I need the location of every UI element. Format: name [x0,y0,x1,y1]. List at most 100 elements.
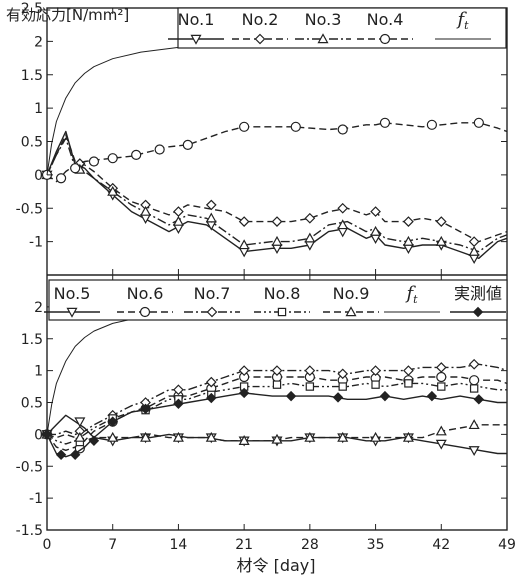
data-point [107,431,119,442]
y-tick-label: -1 [29,491,43,507]
data-point [468,358,480,370]
legend-sample-marker [317,33,329,44]
data-point [370,365,381,376]
y-tick-label: 1 [34,101,43,117]
data-point [403,216,414,227]
data-point [304,431,316,442]
data-point [88,156,100,167]
y-tick-label: 0 [34,427,43,443]
y-tick-label: -0.5 [16,459,43,475]
legend-top: No.1 No.2 No.3 No.4 ft [168,7,507,49]
data-point [238,239,250,250]
legend-bottom: No.5 No.6 No.7 No.8 No.9 ft 実測値 [44,279,508,321]
data-point [205,431,217,442]
data-point [468,236,480,247]
y-tick-label: 2 [34,300,43,316]
data-point [70,163,81,174]
data-point [370,431,382,442]
legend-sample-marker [254,33,266,45]
data-point [205,212,217,223]
data-point [173,384,184,396]
data-point [337,219,349,230]
legend-label: No.2 [242,10,279,29]
x-tick-label: 14 [170,537,188,553]
data-point [154,144,165,155]
series-line [47,363,508,436]
y-tick-label: 0.5 [21,396,43,412]
data-point [435,439,447,450]
panel-top [41,37,508,265]
y-tick-label: 1.5 [21,68,43,84]
data-point [107,416,118,427]
series-line [46,424,507,442]
data-point [74,417,86,428]
y-axis-label: 有効応力[N/mm²] [6,6,129,24]
data-point [271,216,283,227]
data-point [173,398,184,409]
data-point [469,384,479,393]
data-point [402,235,414,246]
data-point [426,390,438,402]
data-point [426,119,437,130]
legend-label: No.9 [333,284,370,303]
data-point [290,121,301,132]
data-point [172,215,184,226]
data-point [55,173,67,184]
data-point [173,206,184,217]
data-point [272,380,282,389]
legend-label: No.8 [264,284,301,303]
series-line [46,137,508,253]
data-point [435,235,447,246]
series-line [46,382,507,445]
data-point [338,382,347,391]
data-point [435,216,447,227]
data-point [69,449,81,460]
data-point [88,435,100,446]
series-line [46,130,508,259]
x-tick-label: 21 [235,537,253,553]
data-point [473,394,485,405]
data-point [205,376,217,388]
data-point [403,365,414,376]
data-point [238,216,250,227]
data-point [404,379,413,388]
data-point [238,387,250,399]
data-point [469,375,480,386]
data-point [55,449,67,460]
data-point [332,392,344,403]
legend-sample-marker [66,307,78,318]
y-tick-label: -1 [29,235,43,251]
x-tick-label: 0 [43,537,52,553]
data-point [304,365,316,376]
data-point [238,365,250,376]
data-point [468,254,480,265]
data-point [337,368,349,380]
y-tick-label: 1.5 [21,332,43,348]
data-point [172,431,184,442]
legend-sample-marker [139,306,151,318]
legend-box [177,7,507,49]
axes: 2.521.510.50-0.5-121.510.50-0.5-1-1.50 7 1… [16,1,516,553]
data-point [305,382,315,391]
y-tick-label: 0.5 [21,135,43,151]
data-point [402,244,414,255]
legend-sample-marker [190,34,202,45]
data-point [238,247,250,258]
data-point [131,149,142,160]
legend-label: No.6 [127,284,164,303]
data-point [468,245,480,256]
data-point [107,185,119,196]
data-point [285,390,297,402]
x-tick-label: 35 [367,537,385,553]
legend-label: No.7 [194,284,231,303]
data-point [304,212,316,224]
data-point [140,403,151,415]
x-tick-label: 28 [301,537,319,553]
data-point [370,206,381,217]
y-tick-label: -0.5 [16,201,43,217]
data-point [107,153,118,164]
data-point [238,435,250,445]
data-point [271,433,283,444]
legend-label: No.3 [305,10,342,29]
